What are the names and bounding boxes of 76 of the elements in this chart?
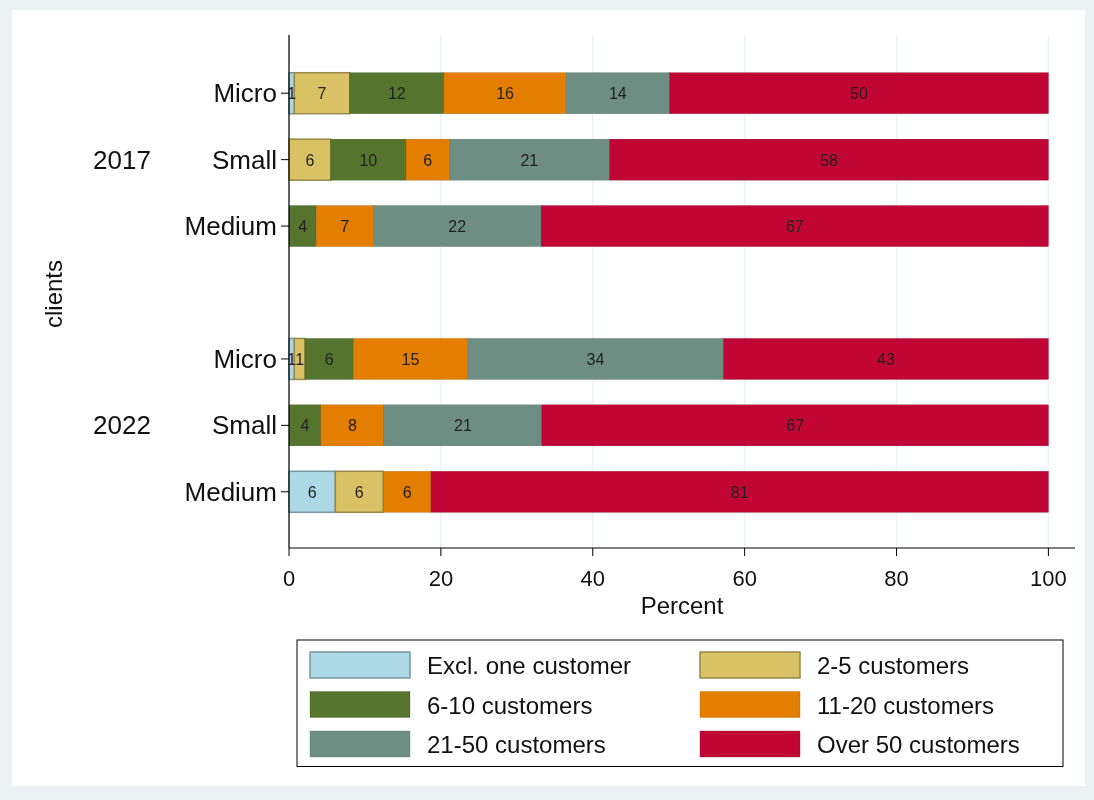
- bar: [373, 205, 542, 247]
- x-tick-label: 0: [282, 566, 296, 591]
- bar: [330, 138, 407, 181]
- x-axis-title: Percent: [640, 592, 724, 619]
- bar: [467, 338, 724, 380]
- data-label: 4: [298, 218, 308, 236]
- data-label: 6: [354, 483, 364, 501]
- data-label: 50: [850, 85, 868, 103]
- data-label: 1: [287, 85, 297, 103]
- x-tick-label: 20: [428, 566, 454, 591]
- data-label: 81: [730, 483, 749, 501]
- y-tick-label: Micro: [213, 78, 277, 109]
- bar: [383, 404, 543, 447]
- bar: [334, 470, 384, 514]
- data-label: 43: [877, 350, 895, 368]
- data-label: 21: [520, 151, 539, 169]
- text: 2022: [93, 410, 151, 441]
- legend-label: 6-10 customers: [427, 691, 593, 719]
- y-tick-label: Small: [211, 410, 277, 441]
- legend-label: 2-5 customers: [817, 652, 970, 679]
- legend-label: Over 50 customers: [817, 731, 1020, 758]
- bar: [288, 138, 332, 181]
- text: 2017: [93, 144, 151, 175]
- legend-label: 21-50 customers: [427, 731, 606, 758]
- y-tick-label: Medium: [184, 211, 277, 242]
- legend-label: Excl. one customer: [427, 652, 632, 679]
- data-label: 67: [786, 417, 805, 435]
- data-label: 14: [608, 85, 627, 103]
- bar: [288, 205, 317, 247]
- y-tick-label: Medium: [184, 476, 277, 507]
- data-label: 6: [423, 151, 433, 169]
- data-label: 7: [317, 85, 327, 103]
- data-label: 6: [305, 151, 315, 169]
- y-axis-title: clients: [40, 259, 67, 329]
- bar: [566, 72, 670, 114]
- data-label: 6: [307, 483, 317, 501]
- data-label: 16: [496, 85, 515, 103]
- legend-label: 11-20 customers: [817, 691, 994, 719]
- bar: [405, 138, 450, 181]
- y-tick-label: Small: [211, 144, 277, 175]
- x-tick-label: 100: [1030, 566, 1067, 591]
- bar: [353, 338, 468, 380]
- data-label: 58: [820, 151, 838, 169]
- bar: [540, 205, 1049, 247]
- x-tick-label: 40: [580, 566, 606, 591]
- data-label: 67: [785, 218, 804, 236]
- bar: [449, 138, 610, 181]
- data-label: 8: [347, 417, 357, 435]
- bar: [723, 338, 1049, 380]
- data-label: 7: [340, 218, 350, 236]
- y-tick-label: Micro: [213, 343, 277, 374]
- bar: [288, 404, 322, 447]
- x-tick-label: 80: [884, 566, 909, 591]
- data-label: 6: [402, 483, 412, 501]
- data-label: 12: [387, 85, 406, 103]
- data-label: 1: [295, 350, 305, 368]
- data-label: 21: [454, 417, 472, 435]
- bar: [349, 72, 445, 114]
- bar: [320, 404, 385, 447]
- data-label: 10: [359, 151, 378, 169]
- bar: [288, 470, 337, 514]
- bar: [669, 72, 1049, 114]
- data-label: 4: [300, 417, 310, 435]
- bar: [304, 338, 354, 380]
- data-label: 6: [324, 350, 334, 368]
- x-tick-label: 60: [732, 566, 757, 591]
- data-label: 22: [448, 218, 467, 236]
- data-label: 34: [586, 350, 605, 368]
- bar: [443, 72, 567, 114]
- data-label: 1: [287, 350, 297, 368]
- data-label: 15: [401, 350, 420, 368]
- bar: [383, 471, 432, 513]
- bar: [541, 404, 1049, 447]
- bar: [430, 471, 1049, 513]
- bar: [316, 205, 374, 247]
- bar: [609, 138, 1049, 181]
